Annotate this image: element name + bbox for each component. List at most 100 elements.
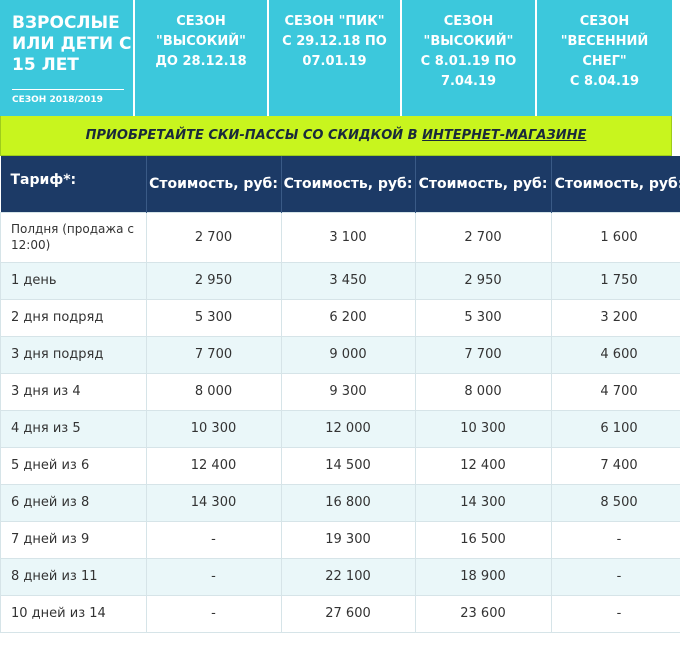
price-cell: 1 600 [550,211,680,263]
price-table: Тариф*: Стоимость, руб: Стоимость, руб: … [0,156,680,633]
price-cell: - [550,557,680,596]
season-line: СЕЗОН [176,14,226,29]
price-cell: 9 300 [280,372,416,411]
price-cell: 8 000 [414,372,552,411]
column-header-price: Стоимость, руб: [146,156,282,212]
column-header-price: Стоимость, руб: [281,156,416,212]
price-cell: 14 300 [145,483,282,522]
price-cell: 5 300 [145,298,282,337]
price-cell: 12 400 [414,446,552,485]
price-cell: 4 700 [550,372,680,411]
price-cell: 3 450 [280,261,416,300]
tariff-cell: 3 дня подряд [0,335,147,374]
price-cell: 10 300 [145,409,282,448]
season-line: С 8.04.19 [569,74,640,89]
online-shop-link[interactable]: ИНТЕРНЕТ-МАГАЗИНЕ [422,128,587,143]
table-row: 1 день 2 950 3 450 2 950 1 750 [0,261,680,300]
season-line: 07.01.19 [302,54,367,69]
price-cell: 14 300 [414,483,552,522]
tariff-cell: 3 дня из 4 [0,372,147,411]
price-cell: 2 700 [414,211,552,263]
table-row: 6 дней из 8 14 300 16 800 14 300 8 500 [0,483,680,522]
price-cell: 3 100 [280,211,416,263]
column-header-tariff: Тариф*: [0,156,147,212]
price-cell: 8 500 [550,483,680,522]
price-cell: 18 900 [414,557,552,596]
price-cell: 10 300 [414,409,552,448]
price-cell: 7 400 [550,446,680,485]
season-header: ВЗРОСЛЫЕ ИЛИ ДЕТИ С 15 ЛЕТ СЕЗОН 2018/20… [0,0,672,116]
table-row: 3 дня подряд 7 700 9 000 7 700 4 600 [0,335,680,374]
price-cell: 3 200 [550,298,680,337]
table-row: 5 дней из 6 12 400 14 500 12 400 7 400 [0,446,680,485]
season-line: "ВЕСЕННИЙ [560,34,649,49]
tariff-cell: 10 дней из 14 [0,594,147,633]
season-line: СЕЗОН [443,14,494,29]
table-row: Полдня (продажа с 12:00) 2 700 3 100 2 700 1… [0,211,680,263]
column-header-price: Стоимость, руб: [551,156,680,212]
table-row: 8 дней из 11-22 100 18 900- [0,557,680,596]
promo-banner: ПРИОБРЕТАЙТЕ СКИ-ПАССЫ СО СКИДКОЙ В ИНТЕ… [0,116,672,156]
season-label: СЕЗОН 2018/2019 [12,95,103,105]
season-column-1: СЕЗОН "ВЫСОКИЙ" ДО 28.12.18 [135,0,269,116]
tariff-cell: 7 дней из 9 [0,520,147,559]
tariff-cell: 1 день [0,261,147,300]
price-cell: - [145,557,282,596]
season-column-4: СЕЗОН "ВЕСЕННИЙ СНЕГ" С 8.04.19 [537,0,672,116]
season-line: СНЕГ" [582,54,627,69]
price-cell: 1 750 [550,261,680,300]
season-line: С 8.01.19 ПО [420,54,517,69]
price-cell: 4 600 [550,335,680,374]
season-line: С 29.12.18 ПО [282,34,387,49]
price-cell: 2 950 [414,261,552,300]
tariff-cell: Полдня (продажа с 12:00) [0,211,147,263]
table-header-row: Тариф*: Стоимость, руб: Стоимость, руб: … [0,156,680,212]
season-line: СЕЗОН [579,14,630,29]
price-cell: 19 300 [280,520,416,559]
category-title-line: ИЛИ ДЕТИ С [12,34,132,54]
price-cell: - [145,594,282,633]
price-cell: 2 950 [145,261,282,300]
tariff-cell: 6 дней из 8 [0,483,147,522]
price-cell: 5 300 [414,298,552,337]
table-row: 7 дней из 9-19 300 16 500- [0,520,680,559]
price-cell: 7 700 [414,335,552,374]
tariff-cell: 4 дня из 5 [0,409,147,448]
season-line: "ВЫСОКИЙ" [423,34,514,49]
tariff-cell: 2 дня подряд [0,298,147,337]
price-cell: - [550,594,680,633]
price-cell: 14 500 [280,446,416,485]
season-column-2: СЕЗОН "ПИК" С 29.12.18 ПО 07.01.19 [269,0,402,116]
promo-text: ПРИОБРЕТАЙТЕ СКИ-ПАССЫ СО СКИДКОЙ В [85,128,423,143]
tariff-cell: 8 дней из 11 [0,557,147,596]
price-cell: 12 000 [280,409,416,448]
price-cell: 6 100 [550,409,680,448]
category-title-cell: ВЗРОСЛЫЕ ИЛИ ДЕТИ С 15 ЛЕТ СЕЗОН 2018/20… [0,0,135,116]
table-row: 10 дней из 14-27 600 23 600- [0,594,680,633]
price-cell: 9 000 [280,335,416,374]
column-header-price: Стоимость, руб: [415,156,552,212]
tariff-cell: 5 дней из 6 [0,446,147,485]
table-row: 2 дня подряд 5 300 6 200 5 300 3 200 [0,298,680,337]
price-cell: 27 600 [280,594,416,633]
season-column-3: СЕЗОН "ВЫСОКИЙ" С 8.01.19 ПО 7.04.19 [402,0,537,116]
divider [12,89,124,90]
price-cell: 22 100 [280,557,416,596]
table-row: 4 дня из 5 10 300 12 000 10 300 6 100 [0,409,680,448]
category-title-line: ВЗРОСЛЫЕ [12,13,120,33]
category-title-line: 15 ЛЕТ [12,55,79,75]
season-line: "ВЫСОКИЙ" [156,34,246,49]
price-cell: 7 700 [145,335,282,374]
price-cell: 16 800 [280,483,416,522]
price-cell: 6 200 [280,298,416,337]
season-line: СЕЗОН "ПИК" [284,14,385,29]
season-line: ДО 28.12.18 [155,54,247,69]
price-cell: - [145,520,282,559]
price-cell: 16 500 [414,520,552,559]
price-cell: 12 400 [145,446,282,485]
price-cell: 23 600 [414,594,552,633]
price-cell: 2 700 [145,211,282,263]
price-cell: - [550,520,680,559]
